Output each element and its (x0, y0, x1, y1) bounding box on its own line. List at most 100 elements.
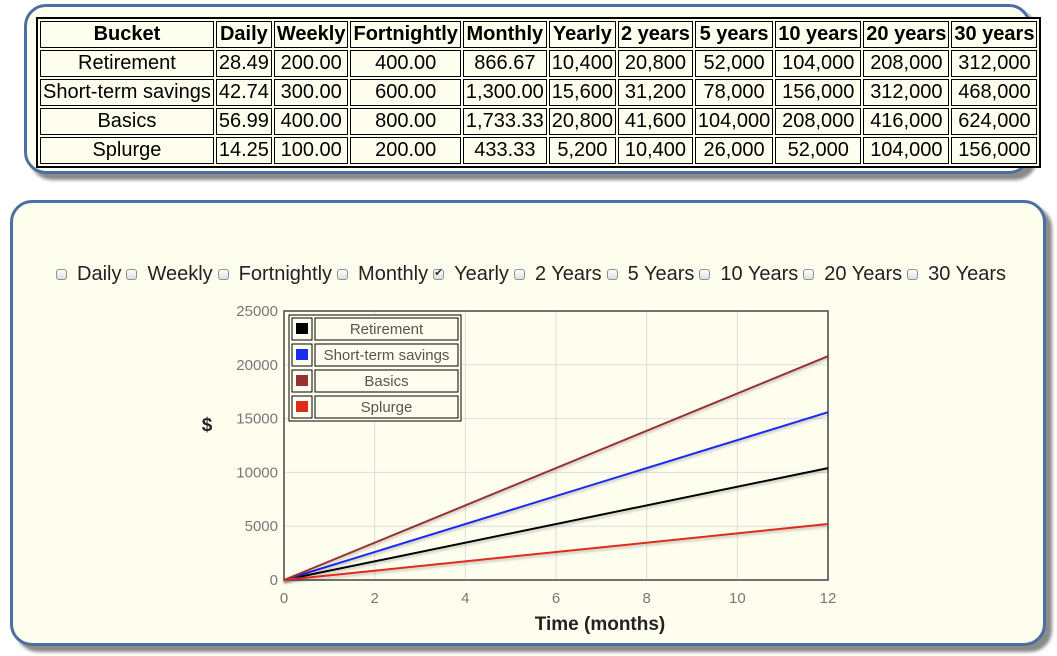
table-cell: 20,800 (548, 108, 616, 135)
table-cell: 208,000 (863, 50, 950, 77)
table-cell: 104,000 (694, 108, 774, 135)
table-cell: 300.00 (273, 79, 349, 106)
x-tick-label: 2 (370, 590, 378, 607)
period-selector: Daily Weekly Fortnightly Monthly Yearly … (56, 263, 1011, 286)
table-cell: 156,000 (775, 79, 862, 106)
legend-swatch (296, 401, 308, 412)
table-cell: 1,733.33 (462, 108, 547, 135)
table-cell: 800.00 (350, 108, 461, 135)
table-cell: 104,000 (863, 137, 950, 164)
period-option-20-years[interactable]: 20 Years (803, 263, 902, 286)
y-tick-label: 15000 (236, 411, 278, 428)
period-label: 10 Years (720, 263, 799, 285)
table-cell: 1,300.00 (462, 79, 547, 106)
fortnightly-checkbox[interactable] (217, 269, 229, 280)
table-cell: 400.00 (273, 108, 349, 135)
table-cell: 42.74 (215, 79, 272, 106)
period-option-weekly[interactable]: Weekly (126, 263, 213, 286)
5-years-checkbox[interactable] (606, 269, 618, 280)
period-option-yearly[interactable]: Yearly (433, 263, 509, 286)
column-header-10-years: 10 years (775, 21, 862, 48)
table-cell: 100.00 (273, 137, 349, 164)
period-label: Daily (77, 263, 122, 285)
period-option-30-years[interactable]: 30 Years (907, 263, 1006, 286)
daily-checkbox[interactable] (56, 269, 67, 280)
table-cell: 41,600 (617, 108, 693, 135)
table-cell: 624,000 (951, 108, 1038, 135)
period-option-monthly[interactable]: Monthly (337, 263, 428, 286)
table-header-row: Bucket Daily Weekly Fortnightly Monthly … (40, 21, 1038, 48)
period-option-10-years[interactable]: 10 Years (699, 263, 798, 286)
x-tick-label: 6 (552, 590, 560, 607)
column-header-monthly: Monthly (462, 21, 547, 48)
table-row: Short-term savings 42.74 300.00 600.00 1… (40, 79, 1038, 106)
column-header-weekly: Weekly (273, 21, 349, 48)
period-option-fortnightly[interactable]: Fortnightly (217, 263, 333, 286)
table-cell: Basics (40, 108, 214, 135)
table-cell: 10,400 (617, 137, 693, 164)
column-header-daily: Daily (215, 21, 272, 48)
series-line (283, 355, 829, 581)
plot-area-border (283, 310, 829, 581)
table-cell: 10,400 (548, 50, 616, 77)
column-header-30-years: 30 years (951, 21, 1038, 48)
period-label: Fortnightly (238, 263, 333, 285)
period-option-daily[interactable]: Daily (56, 263, 121, 286)
y-axis-label: $ (202, 415, 213, 436)
table-cell: 104,000 (775, 50, 862, 77)
legend-label: Splurge (361, 399, 413, 416)
yearly-checkbox[interactable] (433, 266, 445, 280)
column-header-2-years: 2 years (617, 21, 693, 48)
table-cell: 200.00 (350, 137, 461, 164)
table-row: Splurge 14.25 100.00 200.00 433.33 5,200… (40, 137, 1038, 164)
table-cell: 52,000 (694, 50, 774, 77)
period-label: 30 Years (928, 263, 1006, 285)
10-years-checkbox[interactable] (699, 269, 711, 280)
period-label: 2 Years (534, 263, 602, 285)
table-cell: 5,200 (548, 137, 616, 164)
table-cell: 31,200 (617, 79, 693, 106)
legend-label: Retirement (350, 321, 424, 338)
table-cell: 866.67 (462, 50, 547, 77)
y-tick-label: 25000 (236, 303, 278, 320)
table-cell: 14.25 (215, 137, 272, 164)
chart-series (283, 355, 829, 581)
x-tick-label: 8 (642, 590, 650, 607)
table-cell: Retirement (40, 50, 214, 77)
legend-label-frame (314, 395, 459, 419)
period-label: Weekly (147, 263, 213, 285)
period-label: Monthly (358, 263, 429, 285)
period-option-5-years[interactable]: 5 Years (606, 263, 695, 286)
table-cell: 208,000 (775, 108, 862, 135)
2-years-checkbox[interactable] (513, 269, 525, 280)
period-option-2-years[interactable]: 2 Years (513, 263, 602, 286)
weekly-checkbox[interactable] (126, 269, 138, 280)
table-cell: 52,000 (775, 137, 862, 164)
period-label: 5 Years (627, 263, 695, 285)
table-cell: 312,000 (951, 50, 1038, 77)
x-tick-label: 12 (820, 590, 837, 607)
table-cell: 26,000 (694, 137, 774, 164)
legend-swatch (296, 323, 308, 334)
period-label: 20 Years (824, 263, 903, 285)
column-header-5-years: 5 years (694, 21, 774, 48)
column-header-20-years: 20 years (863, 21, 950, 48)
table-cell: 78,000 (694, 79, 774, 106)
monthly-checkbox[interactable] (337, 269, 349, 280)
table-panel: Bucket Daily Weekly Fortnightly Monthly … (24, 4, 1042, 174)
table-cell: Short-term savings (40, 79, 214, 106)
table-row: Retirement 28.49 200.00 400.00 866.67 10… (40, 50, 1038, 77)
20-years-checkbox[interactable] (803, 269, 815, 280)
legend-label-frame (314, 369, 459, 393)
legend-label-frame (314, 317, 459, 341)
table-cell: 416,000 (863, 108, 950, 135)
x-tick-label: 10 (729, 590, 746, 607)
table-cell: 600.00 (350, 79, 461, 106)
table-cell: 28.49 (215, 50, 272, 77)
series-line (283, 523, 829, 581)
legend-swatch (296, 375, 308, 386)
savings-line-chart: 0 2 4 6 8 10 12 0 5000 10000 15000 20000 25000 Retir… (202, 303, 837, 635)
table-cell: 15,600 (548, 79, 616, 106)
table-cell: 200.00 (273, 50, 349, 77)
30-years-checkbox[interactable] (907, 269, 919, 280)
